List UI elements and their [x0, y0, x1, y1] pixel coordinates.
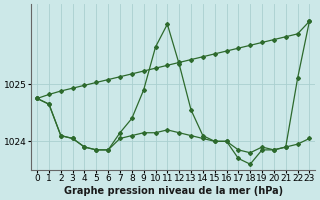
X-axis label: Graphe pression niveau de la mer (hPa): Graphe pression niveau de la mer (hPa) — [64, 186, 283, 196]
